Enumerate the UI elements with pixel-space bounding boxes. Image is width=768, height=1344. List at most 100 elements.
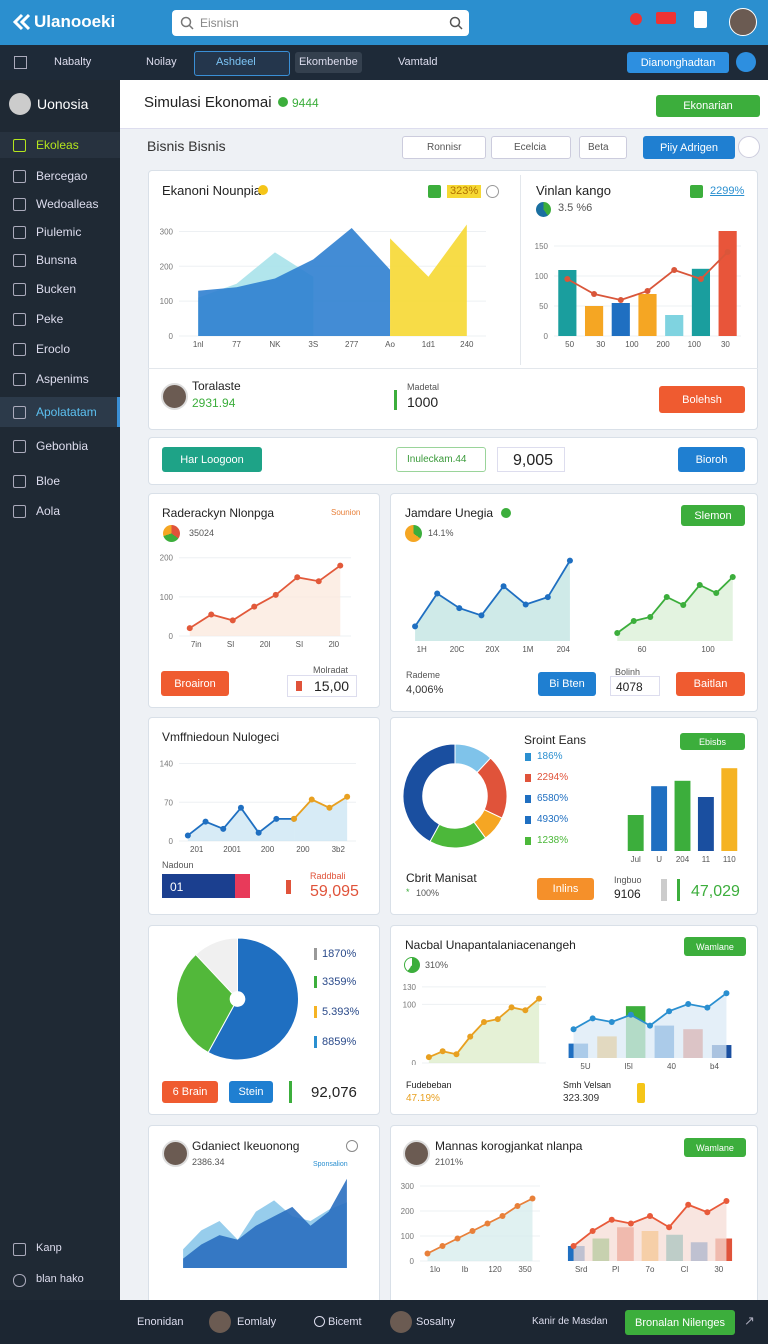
sidebar-item[interactable]: Aspenims (36, 372, 89, 386)
help-icon[interactable] (736, 52, 756, 72)
button[interactable]: Inlins (537, 878, 594, 900)
button[interactable]: Wamlane (684, 1138, 746, 1157)
bottom-item[interactable]: Enonidan (137, 1316, 184, 1328)
sub: 2386.34 (192, 1157, 225, 1167)
point (514, 1203, 521, 1209)
notification-icon[interactable] (630, 13, 642, 25)
x-tick-label: 200 (296, 845, 310, 854)
point (439, 1243, 446, 1249)
filter[interactable] (402, 136, 486, 159)
sub: 2101% (435, 1157, 464, 1167)
sub: 100% (416, 888, 440, 898)
sidebar-item[interactable]: Piulemic (36, 225, 82, 239)
page-button[interactable]: Ekonarian (656, 95, 760, 117)
nav-item[interactable]: Noilay (146, 56, 177, 68)
title-dot (258, 185, 268, 195)
refresh-icon[interactable] (738, 136, 760, 158)
button[interactable]: Bolehsh (659, 386, 745, 413)
bottom-item[interactable]: Kanir de Masdan (532, 1316, 608, 1327)
nav-button[interactable]: Dianonghadtan (627, 52, 729, 73)
legend-label: 6580% (537, 793, 569, 804)
sidebar-footer-item[interactable]: blan hako (36, 1273, 84, 1285)
button[interactable]: Slemon (681, 505, 745, 526)
sidebar-icon (13, 1274, 26, 1287)
y-tick-label: 0 (544, 332, 549, 341)
badge: 323% (447, 185, 482, 198)
x-tick-label: 200 (656, 340, 670, 349)
y-tick-label: 200 (160, 554, 174, 563)
nav-item-selected[interactable] (194, 51, 290, 76)
bar-line-chart: 5U I5l 40 b4 (568, 990, 732, 1071)
user-avatar[interactable] (729, 8, 757, 36)
action-button[interactable]: Piiy Adrigen (643, 136, 735, 159)
avatar (162, 1140, 189, 1167)
filter[interactable] (491, 136, 571, 159)
sidebar (0, 80, 120, 1344)
toolbar-action[interactable]: Bioroh (678, 447, 745, 472)
point (439, 1048, 446, 1055)
sidebar-item[interactable]: Bucken (36, 282, 77, 296)
bottom-button[interactable]: Bronalan Nilenges (625, 1310, 735, 1335)
marker (394, 390, 397, 410)
point (484, 1220, 491, 1227)
info-icon (486, 185, 499, 198)
toolbar-input[interactable]: Inuleckam.44 (396, 447, 486, 472)
y-tick-label: 150 (535, 242, 549, 251)
nav-item-box[interactable] (295, 52, 362, 73)
sidebar-item[interactable]: Wedoalleas (36, 197, 99, 211)
bar (691, 268, 711, 336)
bottom-item[interactable]: Bicemt (328, 1316, 362, 1328)
sidebar-item[interactable]: Peke (36, 312, 64, 326)
nav-item[interactable]: Vamtald (398, 56, 438, 68)
point (522, 601, 529, 608)
sidebar-item[interactable]: Gebonbia (36, 439, 89, 453)
y-tick-label: 0 (410, 1257, 415, 1266)
button[interactable]: Broairon (161, 671, 229, 696)
value: 4078 (610, 676, 660, 696)
point (467, 1033, 474, 1040)
input-value: 01 (170, 880, 184, 894)
button[interactable]: Stein (229, 1081, 273, 1103)
sidebar-item[interactable]: Bunsna (36, 253, 77, 267)
x-tick-label: 30 (596, 340, 605, 349)
sidebar-item[interactable]: Bercegao (36, 169, 88, 183)
bar (721, 768, 738, 851)
button[interactable]: Baitlan (676, 672, 745, 696)
nav-item[interactable]: Nabalty (54, 56, 92, 68)
pie-icon (536, 202, 551, 217)
x-tick-label: SI (227, 640, 235, 649)
y-tick-label: 140 (160, 760, 174, 769)
y-tick-label: 130 (403, 983, 417, 992)
search-box[interactable] (172, 10, 469, 36)
sidebar-user: Uonosia (37, 96, 89, 112)
bottom-item[interactable]: Sosalny (416, 1316, 456, 1328)
doc-icon[interactable] (694, 11, 707, 28)
sidebar-item[interactable]: Eroclo (36, 342, 71, 356)
point (499, 1213, 506, 1219)
sidebar-item[interactable]: Ekoleas (36, 138, 79, 152)
toolbar-button[interactable]: Har Loogoon (162, 447, 262, 472)
point (704, 1004, 711, 1011)
button[interactable]: Bi Bten (538, 672, 596, 696)
donut-chart (402, 743, 508, 849)
sidebar-footer-item[interactable]: Kanp (36, 1242, 62, 1254)
sidebar-icon (13, 406, 26, 419)
point (614, 630, 621, 636)
point (724, 249, 731, 255)
label: Cbrit Manisat (406, 871, 477, 885)
message-icon[interactable] (656, 12, 676, 24)
title-dot (501, 508, 511, 518)
card-title: Nacbal Unapantalaniacenangeh (405, 938, 576, 952)
sidebar-item[interactable]: Bloe (36, 474, 61, 488)
x-tick-label: 3S (308, 340, 318, 349)
bottom-item[interactable]: Eomlaly (237, 1316, 277, 1328)
legend-swatch (525, 837, 531, 845)
button[interactable]: Wamlane (684, 937, 746, 956)
sidebar-item[interactable]: Apolatatam (36, 405, 97, 419)
filter[interactable] (579, 136, 627, 159)
area (390, 224, 467, 336)
x-tick-label: 201 (190, 845, 204, 854)
badge-icon (428, 185, 441, 198)
sidebar-item[interactable]: Aola (36, 504, 61, 518)
button[interactable]: 6 Brain (162, 1081, 218, 1103)
